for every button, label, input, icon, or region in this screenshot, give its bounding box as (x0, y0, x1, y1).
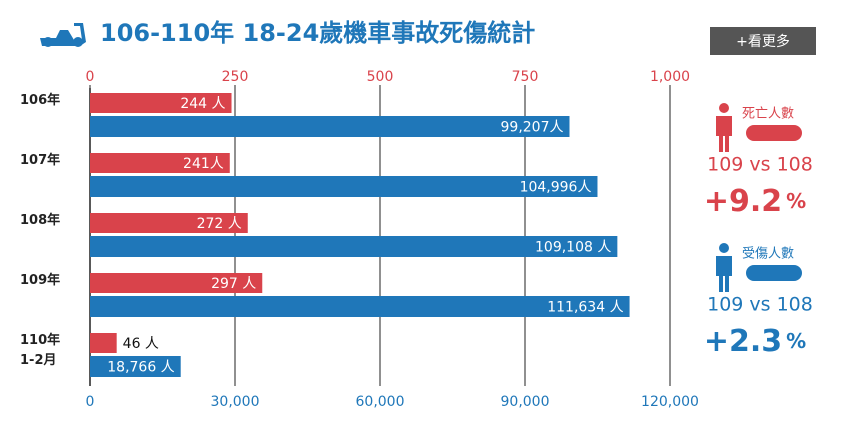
stat-pill (746, 265, 802, 281)
person-icon (719, 243, 729, 253)
category-label: 110年 1-2月 (20, 333, 61, 368)
chart-title: 106-110年 18-24歲機車事故死傷統計 (100, 19, 535, 47)
value-label: 46 人 (123, 336, 159, 352)
bar (90, 356, 181, 377)
x2-tick-label: 1,000 (650, 69, 690, 85)
person-icon (716, 116, 732, 152)
x-tick-label: 60,000 (356, 394, 405, 410)
bar (90, 153, 230, 173)
bar (90, 213, 248, 233)
person-icon (716, 256, 732, 292)
x-tick-label: 0 (86, 394, 95, 410)
more-button-bg[interactable] (710, 27, 816, 55)
stat-label: 死亡人數 (742, 107, 794, 122)
x2-tick-label: 500 (367, 69, 394, 85)
x-tick-label: 30,000 (211, 394, 260, 410)
stat-change: +2.3% (704, 324, 806, 359)
bar (90, 236, 618, 257)
bar (90, 176, 598, 197)
category-label: 109年 (20, 273, 61, 288)
bar (90, 273, 263, 293)
stat-change-unit: % (786, 189, 806, 213)
value-label: 111,634 人 (547, 300, 623, 316)
value-label: 297 人 (211, 276, 256, 292)
stat-label: 受傷人數 (742, 247, 794, 262)
x2-tick-label: 0 (86, 69, 95, 85)
stat-comparison: 109 vs 108 (707, 154, 813, 176)
value-label: 244 人 (180, 96, 225, 112)
stat-pill (746, 125, 802, 141)
stat-change-value: +9.2 (704, 184, 782, 219)
bar (90, 116, 570, 137)
category-label: 106年 (20, 93, 61, 108)
stat-panel: 受傷人數 109 vs 108 +2.3% (704, 243, 813, 359)
category-label: 107年 (20, 153, 61, 168)
value-label: 104,996人 (520, 180, 592, 196)
value-label: 109,108 人 (535, 240, 611, 256)
bar (90, 296, 630, 317)
person-icon (719, 103, 729, 113)
x-tick-label: 120,000 (641, 394, 699, 410)
scooter-icon (40, 23, 86, 47)
bar (90, 333, 117, 353)
value-label: 99,207人 (501, 120, 564, 136)
bar (90, 93, 232, 113)
category-label: 108年 (20, 213, 61, 228)
stat-change-value: +2.3 (704, 324, 782, 359)
more-button[interactable]: +看更多 (736, 33, 790, 50)
stat-panel: 死亡人數 109 vs 108 +9.2% (704, 103, 813, 219)
value-label: 272 人 (197, 216, 242, 232)
stat-change-unit: % (786, 329, 806, 353)
stat-change: +9.2% (704, 184, 806, 219)
x-tick-label: 90,000 (501, 394, 550, 410)
x2-tick-label: 250 (222, 69, 249, 85)
stat-comparison: 109 vs 108 (707, 294, 813, 316)
value-label: 18,766 人 (107, 360, 174, 376)
x2-tick-label: 750 (512, 69, 539, 85)
value-label: 241人 (183, 156, 224, 172)
